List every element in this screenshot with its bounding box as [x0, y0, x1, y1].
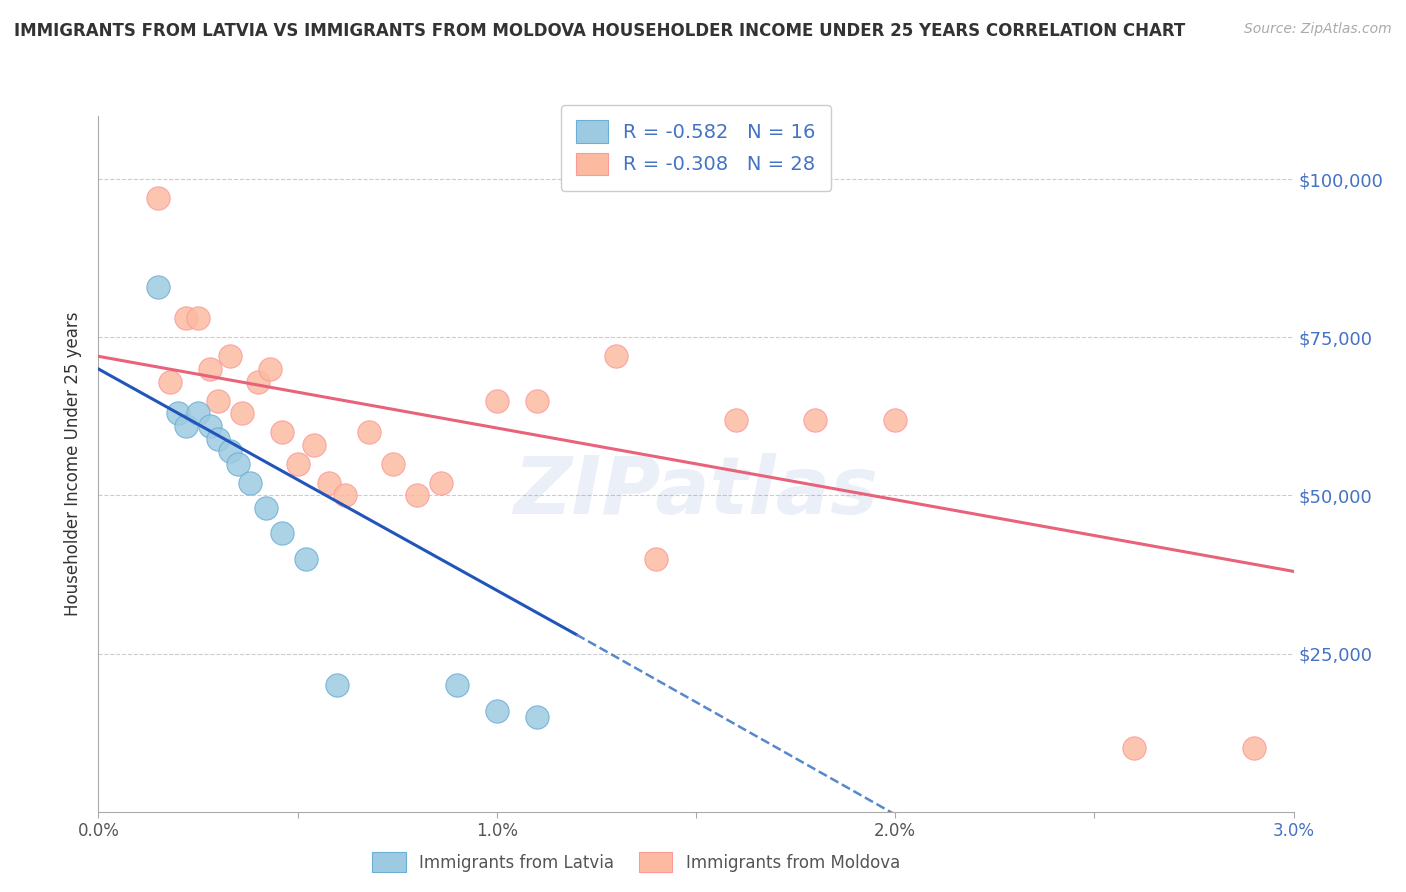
Point	[302, 438, 325, 452]
Point	[231, 406, 253, 420]
Point	[406, 488, 429, 502]
Point	[318, 475, 340, 490]
Point	[219, 349, 242, 363]
Point	[207, 432, 229, 446]
Point	[884, 412, 907, 426]
Point	[430, 475, 453, 490]
Point	[1243, 741, 1265, 756]
Point	[198, 362, 221, 376]
Point	[485, 704, 508, 718]
Y-axis label: Householder Income Under 25 years: Householder Income Under 25 years	[65, 311, 83, 616]
Point	[187, 406, 209, 420]
Point	[239, 475, 262, 490]
Point	[207, 393, 229, 408]
Point	[148, 191, 170, 205]
Point	[446, 678, 468, 692]
Legend: Immigrants from Latvia, Immigrants from Moldova: Immigrants from Latvia, Immigrants from …	[364, 844, 908, 880]
Point	[174, 418, 197, 433]
Point	[359, 425, 381, 440]
Point	[605, 349, 627, 363]
Point	[167, 406, 190, 420]
Point	[526, 393, 548, 408]
Point	[382, 457, 405, 471]
Point	[254, 501, 277, 516]
Text: ZIPatlas: ZIPatlas	[513, 452, 879, 531]
Point	[724, 412, 747, 426]
Point	[270, 425, 292, 440]
Point	[804, 412, 827, 426]
Point	[219, 444, 242, 458]
Point	[526, 710, 548, 724]
Point	[335, 488, 357, 502]
Point	[246, 375, 269, 389]
Point	[259, 362, 281, 376]
Point	[287, 457, 309, 471]
Point	[159, 375, 181, 389]
Point	[1123, 741, 1146, 756]
Point	[485, 393, 508, 408]
Point	[187, 311, 209, 326]
Point	[294, 551, 316, 566]
Point	[148, 279, 170, 293]
Text: Source: ZipAtlas.com: Source: ZipAtlas.com	[1244, 22, 1392, 37]
Point	[198, 418, 221, 433]
Point	[645, 551, 668, 566]
Point	[326, 678, 349, 692]
Point	[174, 311, 197, 326]
Point	[270, 526, 292, 541]
Point	[226, 457, 249, 471]
Text: IMMIGRANTS FROM LATVIA VS IMMIGRANTS FROM MOLDOVA HOUSEHOLDER INCOME UNDER 25 YE: IMMIGRANTS FROM LATVIA VS IMMIGRANTS FRO…	[14, 22, 1185, 40]
